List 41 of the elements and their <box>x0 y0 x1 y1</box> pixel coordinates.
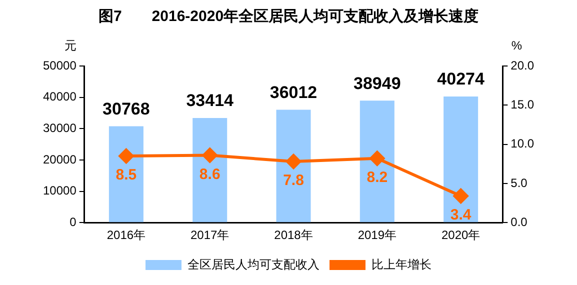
y-tick-label: 20000 <box>42 152 77 166</box>
legend-label: 全区居民人均可支配收入 <box>188 257 320 272</box>
y2-tick-label: 20.0 <box>510 58 534 72</box>
chart-title: 图7 2016-2020年全区居民人均可支配收入及增长速度 <box>98 7 479 26</box>
point <box>286 154 302 170</box>
data-label: 7.8 <box>283 172 304 190</box>
y2-tick-label: 15.0 <box>510 97 534 112</box>
y2-tick-label: 5.0 <box>510 176 528 190</box>
data-label: 30768 <box>102 99 150 118</box>
y-tick-label: 40000 <box>42 90 77 104</box>
point <box>453 188 468 204</box>
y-axis-title: 元 <box>64 38 76 52</box>
data-label: 3.4 <box>450 206 472 224</box>
x-tick-label: 2020年 <box>441 228 480 242</box>
x-tick-label: 2017年 <box>190 228 230 242</box>
x-tick-label: 2019年 <box>358 228 397 242</box>
bar <box>192 118 228 222</box>
bar <box>360 100 394 222</box>
y-tick-label: 50000 <box>42 58 77 72</box>
data-label: 36012 <box>270 83 318 102</box>
y2-axis-title: % <box>511 38 522 52</box>
y2-tick-label: 10.0 <box>510 136 534 151</box>
x-tick-label: 2018年 <box>274 228 313 242</box>
data-label: 8.2 <box>366 169 388 186</box>
bar <box>276 110 311 222</box>
data-label: 8.6 <box>199 166 220 183</box>
bar <box>108 126 144 222</box>
data-label: 38949 <box>354 74 401 93</box>
point <box>370 150 385 166</box>
legend-label: 比上年增长 <box>372 257 432 272</box>
x-tick-label: 2016年 <box>106 228 146 242</box>
bar <box>444 96 478 222</box>
y2-tick-label: 0.0 <box>510 214 528 229</box>
point <box>118 148 134 164</box>
y-tick-label: 30000 <box>42 120 77 135</box>
y-tick-label: 0 <box>70 214 77 229</box>
data-label: 40274 <box>437 70 485 89</box>
point <box>202 148 218 163</box>
data-label: 33414 <box>186 91 234 110</box>
data-label: 8.5 <box>116 166 137 184</box>
y-tick-label: 10000 <box>42 184 77 198</box>
